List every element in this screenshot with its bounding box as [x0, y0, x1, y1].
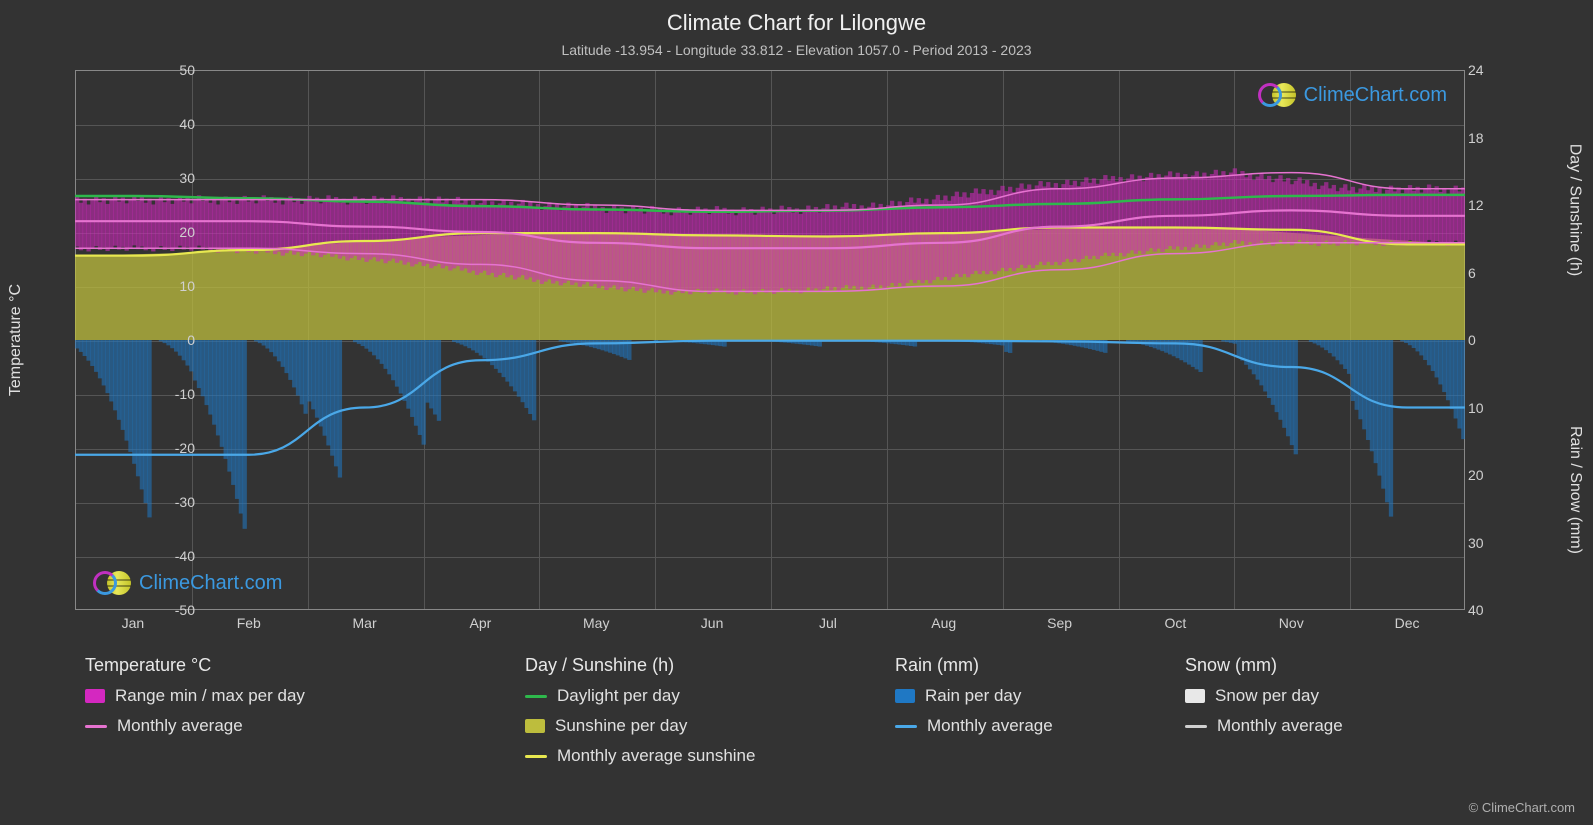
legend-group: Temperature °C Range min / max per day Mon… [85, 655, 525, 776]
watermark-bottom-left: ClimeChart.com [93, 570, 282, 596]
y-tick-left: -50 [165, 602, 195, 618]
y-tick-left: -20 [165, 440, 195, 456]
legend-item-label: Rain per day [925, 686, 1021, 706]
legend-item-label: Snow per day [1215, 686, 1319, 706]
legend-line-icon [1185, 725, 1207, 728]
y-tick-left: 20 [165, 224, 195, 240]
legend-group-title: Temperature °C [85, 655, 525, 676]
legend-item: Monthly average sunshine [525, 746, 895, 766]
x-tick: May [566, 615, 626, 631]
legend-item-label: Daylight per day [557, 686, 680, 706]
y-tick-left: -30 [165, 494, 195, 510]
x-tick: Dec [1377, 615, 1437, 631]
legend-item: Monthly average [895, 716, 1185, 736]
y-axis-left-label: Temperature °C [7, 284, 25, 396]
plot-area [75, 70, 1465, 610]
chart-area: ClimeChart.com ClimeChart.com [75, 70, 1465, 610]
y-tick-right: 10 [1468, 400, 1498, 416]
x-tick: Sep [1030, 615, 1090, 631]
legend-line-icon [525, 755, 547, 758]
x-tick: Aug [914, 615, 974, 631]
chart-subtitle: Latitude -13.954 - Longitude 33.812 - El… [0, 36, 1593, 58]
x-tick: Jun [682, 615, 742, 631]
watermark-top-right: ClimeChart.com [1258, 82, 1447, 108]
legend-swatch-icon [1185, 689, 1205, 703]
legend-item: Snow per day [1185, 686, 1475, 706]
y-tick-left: 50 [165, 62, 195, 78]
legend-item: Monthly average [85, 716, 525, 736]
legend-swatch-icon [85, 689, 105, 703]
watermark-text: ClimeChart.com [139, 572, 282, 595]
x-tick: Feb [219, 615, 279, 631]
legend-item: Range min / max per day [85, 686, 525, 706]
y-tick-right: 6 [1468, 265, 1498, 281]
watermark-logo-icon [93, 570, 133, 596]
legend-line-icon [895, 725, 917, 728]
legend-item-label: Monthly average [117, 716, 243, 736]
legend-group: Rain (mm) Rain per day Monthly average [895, 655, 1185, 776]
y-tick-left: 40 [165, 116, 195, 132]
x-tick: Apr [450, 615, 510, 631]
x-tick: Mar [335, 615, 395, 631]
y-tick-right: 20 [1468, 467, 1498, 483]
legend-item-label: Sunshine per day [555, 716, 687, 736]
legend-item-label: Monthly average [1217, 716, 1343, 736]
legend-group-title: Day / Sunshine (h) [525, 655, 895, 676]
y-tick-right: 0 [1468, 332, 1498, 348]
legend-item: Daylight per day [525, 686, 895, 706]
chart-title: Climate Chart for Lilongwe [0, 0, 1593, 36]
legend: Temperature °C Range min / max per day Mon… [85, 655, 1533, 776]
y-tick-left: 30 [165, 170, 195, 186]
y-axis-right-bottom-label: Rain / Snow (mm) [1566, 426, 1584, 554]
legend-item: Sunshine per day [525, 716, 895, 736]
legend-swatch-icon [895, 689, 915, 703]
legend-line-icon [85, 725, 107, 728]
y-tick-right: 40 [1468, 602, 1498, 618]
legend-swatch-icon [525, 719, 545, 733]
copyright-text: © ClimeChart.com [1469, 800, 1575, 815]
legend-group: Snow (mm) Snow per day Monthly average [1185, 655, 1475, 776]
x-tick: Oct [1145, 615, 1205, 631]
legend-group-title: Snow (mm) [1185, 655, 1475, 676]
watermark-text: ClimeChart.com [1304, 84, 1447, 107]
x-tick: Jan [103, 615, 163, 631]
y-tick-right: 24 [1468, 62, 1498, 78]
legend-item-label: Monthly average [927, 716, 1053, 736]
watermark-logo-icon [1258, 82, 1298, 108]
legend-item-label: Range min / max per day [115, 686, 305, 706]
y-tick-right: 30 [1468, 535, 1498, 551]
legend-group: Day / Sunshine (h) Daylight per day Sunshi… [525, 655, 895, 776]
y-tick-left: -40 [165, 548, 195, 564]
legend-line-icon [525, 695, 547, 698]
y-tick-left: 0 [165, 332, 195, 348]
legend-item-label: Monthly average sunshine [557, 746, 755, 766]
y-tick-right: 18 [1468, 130, 1498, 146]
y-tick-right: 12 [1468, 197, 1498, 213]
x-tick: Jul [798, 615, 858, 631]
y-axis-right-top-label: Day / Sunshine (h) [1566, 144, 1584, 277]
x-tick: Nov [1261, 615, 1321, 631]
legend-item: Monthly average [1185, 716, 1475, 736]
legend-item: Rain per day [895, 686, 1185, 706]
y-tick-left: -10 [165, 386, 195, 402]
legend-group-title: Rain (mm) [895, 655, 1185, 676]
y-tick-left: 10 [165, 278, 195, 294]
